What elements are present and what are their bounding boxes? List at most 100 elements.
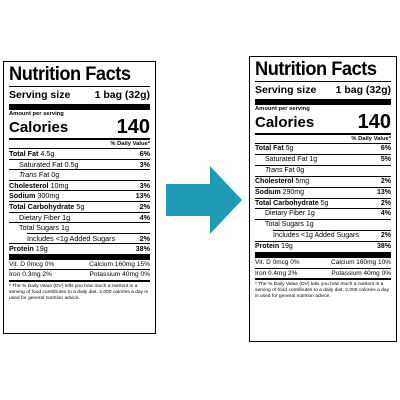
- total-fat-amount: 5g: [285, 145, 294, 152]
- amount-per-serving: Amount per serving: [9, 111, 64, 117]
- vitamin-d-calcium-row: Vit. D 0mcg 0% Calcium 160mg 15%: [9, 260, 150, 269]
- serving-size-label: Serving size: [255, 84, 317, 96]
- total-sugars-row: Total Sugars 1g: [255, 220, 391, 230]
- arrow-right-icon: [166, 166, 242, 234]
- iron: Iron 0.4mg 2%: [255, 269, 298, 277]
- cholesterol-row: Cholesterol 5mg 2%: [255, 177, 391, 187]
- trans-fat-label: Trans: [19, 170, 37, 180]
- total-sugars-label: Total Sugars 1g: [19, 223, 69, 233]
- serving-size-value: 1 bag (32g): [94, 89, 150, 101]
- vitamin-d: Vit. D 0mcg 0%: [9, 260, 55, 268]
- protein-amount: 19g: [35, 244, 48, 254]
- total-fat-label: Total Fat: [255, 145, 284, 152]
- saturated-fat-row: Saturated Fat 0.5g 3%: [9, 160, 150, 170]
- carbohydrate-amount: 5g: [320, 199, 329, 207]
- sodium-label: Sodium: [255, 188, 281, 196]
- serving-size-row: Serving size 1 bag (32g): [9, 89, 150, 102]
- daily-value-footnote: * The % Daily Value (DV) tells you how m…: [9, 283, 148, 301]
- protein-label: Protein: [9, 244, 34, 254]
- saturated-fat-label: Saturated Fat 1g: [265, 155, 318, 163]
- trans-fat-row: Trans Fat 0g: [255, 166, 391, 176]
- total-fat-dv: 6%: [139, 149, 150, 158]
- calcium: Calcium 160mg 15%: [89, 260, 150, 268]
- cholesterol-dv: 2%: [380, 177, 391, 185]
- calories-value: 140: [357, 111, 391, 133]
- vitamin-d-calcium-row: Vit. D 0mcg 0% Calcium 160mg 10%: [255, 258, 391, 268]
- nutrition-label-after: Nutrition Facts Serving size 1 bag (32g)…: [249, 56, 397, 342]
- dietary-fiber-row: Dietary Fiber 1g 4%: [9, 213, 150, 223]
- dietary-fiber-dv: 4%: [139, 212, 150, 222]
- total-sugars-label: Total Sugars 1g: [265, 221, 314, 229]
- sodium-amount: 300mg: [37, 191, 60, 201]
- added-sugars-dv: 2%: [380, 232, 391, 240]
- calories-label: Calories: [255, 114, 315, 131]
- calories-row: Calories 140: [255, 111, 391, 133]
- daily-value-header: % Daily Value*: [110, 141, 150, 147]
- total-fat-label: Total Fat: [9, 149, 39, 158]
- protein-dv: 38%: [376, 243, 391, 251]
- sodium-dv: 13%: [376, 188, 391, 196]
- total-fat-amount: 4.5g: [40, 149, 55, 158]
- carbohydrate-amount: 5g: [76, 201, 85, 211]
- added-sugars-row: Includes <1g Added Sugars 2%: [9, 234, 150, 244]
- added-sugars-row: Includes <1g Added Sugars 2%: [255, 231, 391, 241]
- sodium-dv: 13%: [135, 191, 150, 201]
- carbohydrate-dv: 2%: [139, 201, 150, 211]
- total-fat-row: Total Fat 4.5g 6%: [9, 149, 150, 159]
- daily-value-footnote: * The % Daily Value (DV) tells you how m…: [255, 282, 390, 300]
- protein-dv: 38%: [135, 244, 150, 254]
- saturated-fat-label: Saturated Fat 0.5g: [19, 159, 79, 169]
- vitamin-d: Vit. D 0mcg 0%: [255, 259, 300, 267]
- sodium-amount: 290mg: [282, 188, 305, 196]
- amount-per-serving: Amount per serving: [255, 106, 310, 112]
- dietary-fiber-row: Dietary Fiber 1g 4%: [255, 209, 391, 219]
- protein-amount: 19g: [281, 243, 293, 251]
- sodium-label: Sodium: [9, 191, 36, 201]
- cholesterol-dv: 3%: [139, 180, 150, 190]
- total-fat-dv: 6%: [380, 145, 391, 152]
- added-sugars-label: Includes <1g Added Sugars: [273, 232, 359, 240]
- arrow-shape: [166, 166, 242, 234]
- carbohydrate-dv: 2%: [380, 199, 391, 207]
- trans-fat-amount: Fat 0g: [282, 166, 305, 174]
- carbohydrate-label: Total Carbohydrate: [9, 201, 75, 211]
- carbohydrate-label: Total Carbohydrate: [255, 199, 319, 207]
- saturated-fat-row: Saturated Fat 1g 5%: [255, 155, 391, 165]
- label-title: Nutrition Facts: [9, 64, 131, 85]
- iron-potassium-row: Iron 0.4mg 2% Potassium 40mg 0%: [255, 269, 391, 279]
- protein-label: Protein: [255, 243, 280, 251]
- calories-value: 140: [116, 116, 150, 138]
- protein-row: Protein 19g 38%: [9, 244, 150, 254]
- serving-size-label: Serving size: [9, 89, 71, 101]
- cholesterol-label: Cholesterol: [255, 177, 294, 185]
- calories-row: Calories 140: [9, 116, 150, 138]
- cholesterol-amount: 5mg: [295, 177, 310, 185]
- label-title: Nutrition Facts: [255, 59, 377, 80]
- potassium: Potassium 40mg 0%: [331, 269, 391, 277]
- serving-size-row: Serving size 1 bag (32g): [255, 84, 391, 97]
- saturated-fat-dv: 3%: [139, 159, 150, 169]
- nutrition-label-before: Nutrition Facts Serving size 1 bag (32g)…: [3, 61, 156, 334]
- protein-row: Protein 19g 38%: [255, 242, 391, 252]
- serving-size-value: 1 bag (32g): [335, 84, 391, 96]
- cholesterol-row: Cholesterol 10mg 3%: [9, 181, 150, 191]
- total-sugars-row: Total Sugars 1g: [9, 223, 150, 233]
- total-fat-row: Total Fat 5g 6%: [255, 144, 391, 154]
- trans-fat-label: Trans: [265, 166, 283, 174]
- iron-potassium-row: Iron 0.3mg 2% Potassium 40mg 0%: [9, 270, 150, 279]
- iron: Iron 0.3mg 2%: [9, 271, 52, 279]
- added-sugars-dv: 2%: [139, 233, 150, 243]
- potassium: Potassium 40mg 0%: [89, 271, 150, 279]
- saturated-fat-dv: 5%: [380, 155, 391, 163]
- trans-fat-row: Trans Fat 0g: [9, 170, 150, 180]
- cholesterol-label: Cholesterol: [9, 180, 49, 190]
- daily-value-header: % Daily Value*: [351, 136, 391, 142]
- dietary-fiber-dv: 4%: [380, 210, 391, 218]
- sodium-row: Sodium 300mg 13%: [9, 191, 150, 201]
- dietary-fiber-label: Dietary Fiber 1g: [19, 212, 71, 222]
- added-sugars-label: Includes <1g Added Sugars: [27, 233, 116, 243]
- calcium: Calcium 160mg 10%: [331, 259, 391, 267]
- sodium-row: Sodium 290mg 13%: [255, 188, 391, 198]
- cholesterol-amount: 10mg: [50, 180, 69, 190]
- calories-label: Calories: [9, 119, 69, 136]
